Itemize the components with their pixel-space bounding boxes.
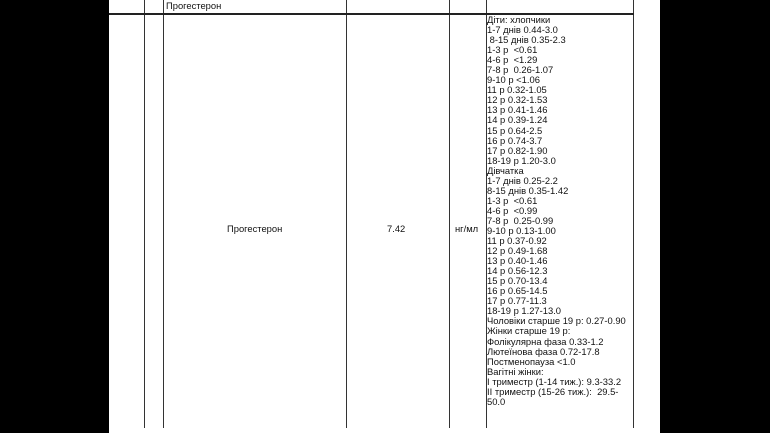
reference-line: Вагітні жінки: bbox=[487, 365, 544, 377]
reference-line: 11 р 0.37-0.92 bbox=[487, 235, 547, 247]
reference-line: 11 р 0.32-1.05 bbox=[487, 84, 547, 96]
reference-line: 13 р 0.41-1.46 bbox=[487, 104, 548, 116]
test-value: 7.42 bbox=[387, 223, 406, 234]
reference-line: 17 р 0.82-1.90 bbox=[487, 144, 548, 156]
reference-ranges: Діти: хлопчики 1-7 днів 0.44-3.0 8-15 дні… bbox=[487, 14, 626, 407]
reference-line: 16 р 0.65-14.5 bbox=[487, 285, 548, 297]
reference-line: 14 р 0.56-12.3 bbox=[487, 265, 548, 277]
reference-line: Дівчатка bbox=[487, 164, 524, 176]
reference-line: 14 р 0.39-1.24 bbox=[487, 114, 548, 126]
reference-line: 1-3 р <0.61 bbox=[487, 44, 538, 56]
reference-line: 8-15 днів 0.35-2.3 bbox=[487, 34, 566, 46]
reference-line: 50.0 bbox=[487, 395, 506, 407]
reference-line: Фолікулярна фаза 0.33-1.2 bbox=[487, 335, 604, 347]
table-border bbox=[449, 0, 450, 428]
reference-line: 18-19 р 1.27-13.0 bbox=[487, 305, 562, 317]
reference-line: 1-3 р <0.61 bbox=[487, 194, 538, 206]
reference-line: Постменопауза <1.0 bbox=[487, 355, 576, 367]
table-border bbox=[163, 0, 164, 428]
table-border bbox=[633, 0, 634, 428]
test-unit: нг/мл bbox=[455, 223, 479, 234]
reference-line: 9-10 р 0.13-1.00 bbox=[487, 224, 556, 236]
reference-line: 1-7 днів 0.44-3.0 bbox=[487, 24, 558, 36]
reference-line: 9-10 р <1.06 bbox=[487, 74, 540, 86]
reference-line: І триместр (1-14 тиж.): 9.3-33.2 bbox=[487, 375, 622, 387]
header-test-name: Прогестерон bbox=[166, 0, 222, 11]
reference-line: 12 р 0.32-1.53 bbox=[487, 94, 548, 106]
reference-line: Жінки старше 19 р: bbox=[487, 325, 571, 337]
reference-line: 4-6 р <0.99 bbox=[487, 204, 538, 216]
table-border bbox=[486, 0, 487, 428]
reference-line: 18-19 р 1.20-3.0 bbox=[487, 154, 556, 166]
reference-line: 17 р 0.77-11.3 bbox=[487, 295, 547, 307]
reference-line: Лютеїнова фаза 0.72-17.8 bbox=[487, 345, 600, 357]
test-name: Прогестерон bbox=[227, 223, 283, 234]
reference-line: 1-7 днів 0.25-2.2 bbox=[487, 174, 558, 186]
document-page: Прогестерон Прогестерон 7.42 нг/мл Діти:… bbox=[109, 0, 660, 433]
reference-line: Чоловіки старше 19 р: 0.27-0.90 bbox=[487, 315, 626, 327]
row-divider bbox=[109, 13, 634, 15]
reference-line: 7-8 р 0.25-0.99 bbox=[487, 214, 554, 226]
reference-line: Діти: хлопчики bbox=[487, 14, 551, 25]
reference-line: 12 р 0.49-1.68 bbox=[487, 245, 548, 257]
reference-line: 7-8 р 0.26-1.07 bbox=[487, 64, 554, 76]
reference-line: 8-15 днів 0.35-1.42 bbox=[487, 184, 569, 196]
reference-line: 15 р 0.70-13.4 bbox=[487, 275, 548, 287]
reference-line: 16 р 0.74-3.7 bbox=[487, 134, 543, 146]
table-border bbox=[346, 0, 347, 428]
table-border bbox=[144, 0, 145, 428]
reference-line: ІІ триместр (15-26 тиж.): 29.5- bbox=[487, 385, 619, 397]
reference-line: 4-6 р <1.29 bbox=[487, 54, 538, 66]
reference-line: 15 р 0.64-2.5 bbox=[487, 124, 543, 136]
reference-line: 13 р 0.40-1.46 bbox=[487, 255, 548, 267]
